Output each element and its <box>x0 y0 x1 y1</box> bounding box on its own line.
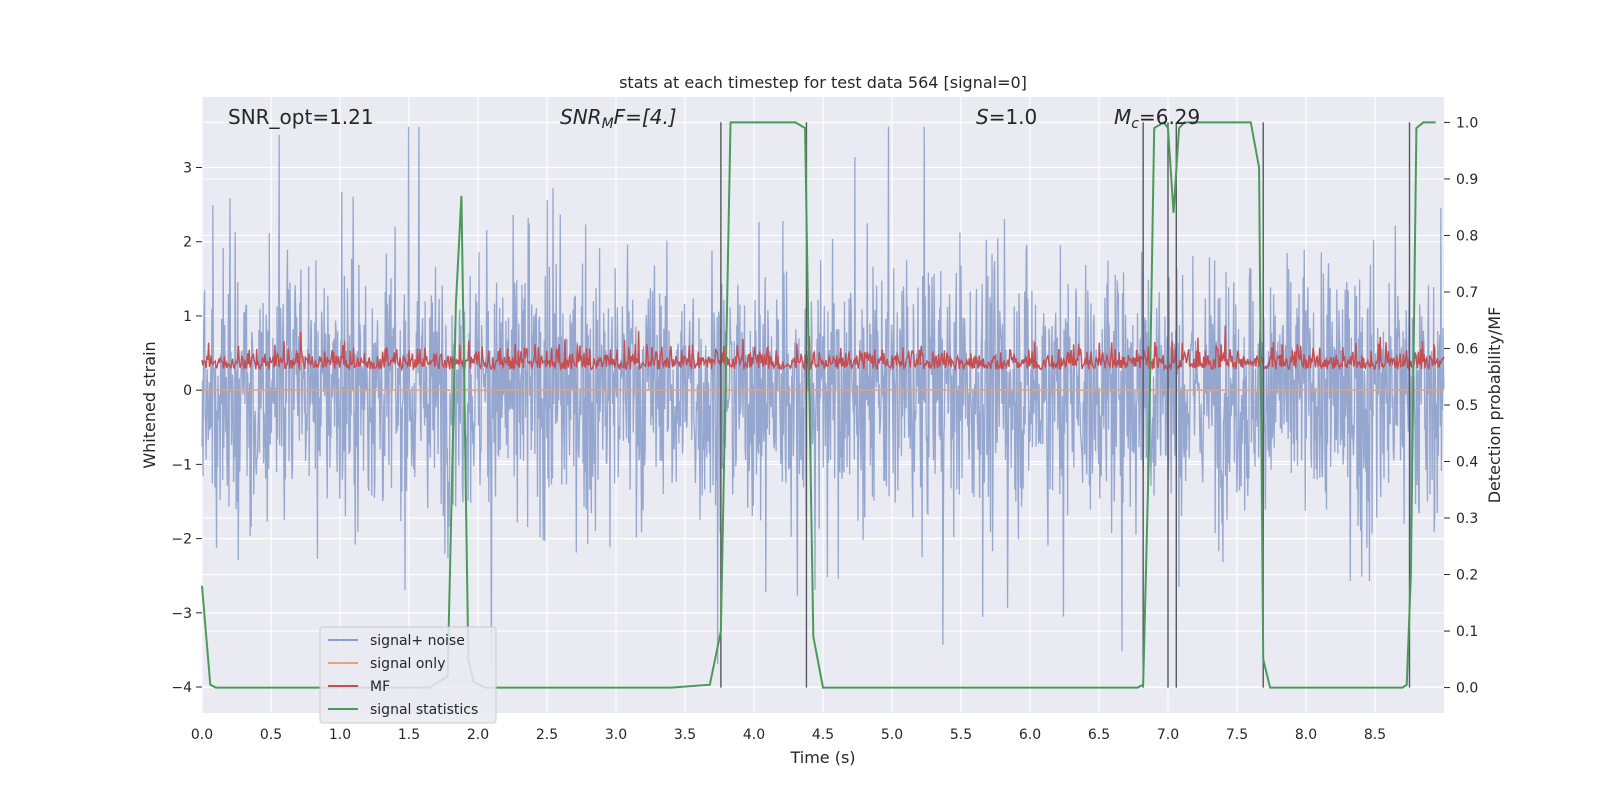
annotation-mc-rest: =6.29 <box>1139 105 1200 129</box>
annotation-mc-sub: c <box>1131 116 1139 132</box>
y-left-tick-label: −3 <box>171 606 192 622</box>
y-right-tick-label: 0.2 <box>1456 568 1478 584</box>
y-right-tick-label: 0.7 <box>1456 285 1478 301</box>
y-left-tick-label: 2 <box>183 235 192 251</box>
y-left-tick-label: −1 <box>171 457 192 473</box>
series-signal-noise <box>201 126 1445 665</box>
annotation-mc: Mc=6.29 <box>1114 105 1200 132</box>
y-left-tick-label: −2 <box>171 532 192 548</box>
legend-label-signal-noise: signal+ noise <box>370 633 465 649</box>
x-tick-label: 8.5 <box>1364 727 1386 743</box>
annotation-snr-opt: SNR_opt=1.21 <box>228 105 374 129</box>
chart-title: stats at each timestep for test data 564… <box>619 73 1027 92</box>
y-ticks-left: −4 −3 −2 −1 0 1 2 3 <box>171 161 202 696</box>
y-left-tick-label: 3 <box>183 161 192 177</box>
y-right-tick-label: 0.0 <box>1456 681 1478 697</box>
annotation-s-rest: =1.0 <box>989 105 1038 129</box>
y-right-tick-label: 0.6 <box>1456 341 1478 357</box>
legend-label-mf: MF <box>370 679 390 695</box>
y-axis-label-left: Whitened strain <box>140 341 159 468</box>
x-axis-label: Time (s) <box>789 748 855 767</box>
x-tick-label: 2.0 <box>467 727 489 743</box>
y-left-tick-label: −4 <box>171 680 192 696</box>
x-tick-label: 7.5 <box>1226 727 1248 743</box>
x-tick-label: 0.0 <box>191 727 213 743</box>
legend: signal+ noise signal only MF signal stat… <box>319 626 497 724</box>
x-tick-label: 7.0 <box>1157 727 1179 743</box>
y-right-tick-label: 0.8 <box>1456 228 1478 244</box>
annotation-snr-mf-rest: F=[4.] <box>614 105 677 129</box>
y-right-tick-label: 0.5 <box>1456 398 1478 414</box>
y-left-tick-label: 0 <box>183 383 192 399</box>
series-mf <box>201 325 1445 372</box>
legend-label-signal-statistics: signal statistics <box>370 702 478 718</box>
legend-box <box>319 626 497 724</box>
x-tick-label: 4.0 <box>743 727 765 743</box>
y-ticks-right: 0.0 0.1 0.2 0.3 0.4 0.5 0.6 0.7 0.8 0.9 1.0 <box>1444 115 1478 697</box>
x-tick-label: 4.5 <box>812 727 834 743</box>
x-tick-label: 5.0 <box>881 727 903 743</box>
x-tick-label: 1.5 <box>398 727 420 743</box>
y-left-tick-label: 1 <box>183 309 192 325</box>
x-tick-label: 6.5 <box>1088 727 1110 743</box>
x-tick-label: 2.5 <box>536 727 558 743</box>
legend-label-signal-only: signal only <box>370 656 445 672</box>
y-right-tick-label: 0.4 <box>1456 455 1478 471</box>
x-tick-label: 5.5 <box>950 727 972 743</box>
annotation-s: S=1.0 <box>976 105 1037 129</box>
annotation-snr-mf-main: SNR <box>560 105 602 129</box>
annotation-snr-mf-sub: M <box>602 116 614 132</box>
y-right-tick-label: 1.0 <box>1456 115 1478 131</box>
x-ticks: 0.0 0.5 1.0 1.5 2.0 2.5 3.0 3.5 4.0 4.5 5.0 5.5 6.0 6… <box>191 727 1386 743</box>
x-tick-label: 8.0 <box>1295 727 1317 743</box>
annotation-s-main: S <box>976 105 989 129</box>
x-tick-label: 3.5 <box>674 727 696 743</box>
plot-area <box>201 121 1445 689</box>
x-tick-label: 3.0 <box>605 727 627 743</box>
x-tick-label: 0.5 <box>260 727 282 743</box>
annotation-snr-mf: SNRMF=[4.] <box>560 105 677 132</box>
y-right-tick-label: 0.1 <box>1456 624 1478 640</box>
y-right-tick-label: 0.9 <box>1456 172 1478 188</box>
x-tick-label: 6.0 <box>1019 727 1041 743</box>
annotation-mc-main: M <box>1114 105 1131 129</box>
y-right-tick-label: 0.3 <box>1456 511 1478 527</box>
y-axis-label-right: Detection probability/MF <box>1485 307 1504 504</box>
x-tick-label: 1.0 <box>329 727 351 743</box>
